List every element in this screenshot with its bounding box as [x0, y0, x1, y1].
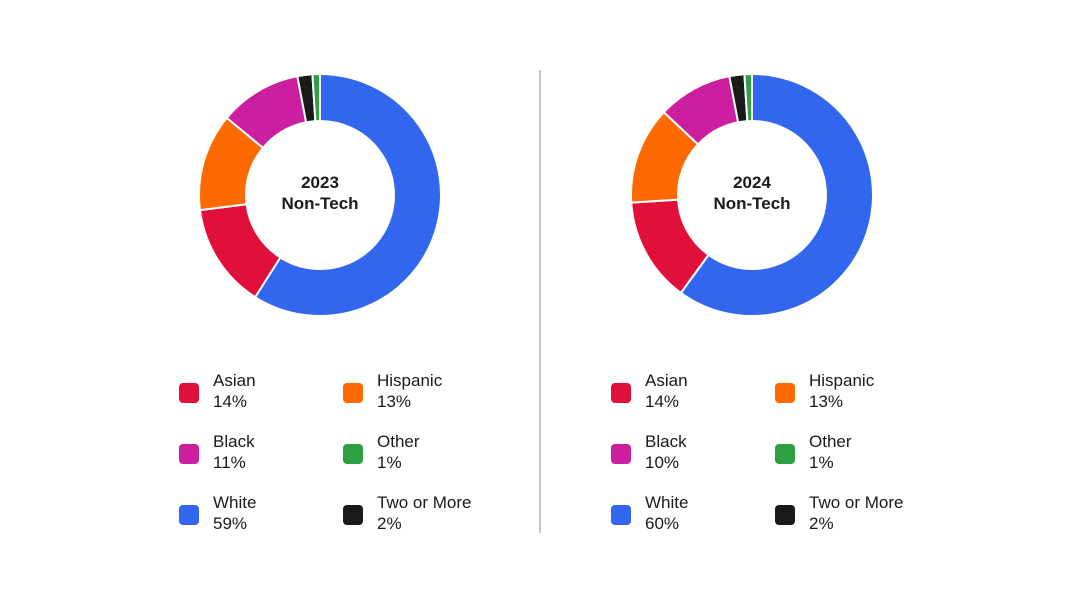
legend-label: Black [645, 432, 687, 451]
legend-label: Two or More [377, 493, 472, 512]
donut-svg-2023 [198, 72, 442, 317]
legend-item-two-or-more: Two or More 2% [775, 492, 935, 534]
legend-label: Two or More [809, 493, 904, 512]
donut-slice-other [743, 72, 753, 123]
legend-value: 59% [213, 514, 248, 533]
legend-item-hispanic: Hispanic 13% [775, 370, 935, 412]
legend-item-two-or-more: Two or More 2% [343, 492, 503, 534]
legend-swatch [775, 383, 795, 403]
donut-category: Non-Tech [281, 194, 359, 213]
legend-value: 14% [213, 392, 248, 411]
legend-value: 11% [213, 453, 246, 472]
legend-value: 2% [809, 514, 834, 533]
donut-year: 2023 [301, 173, 339, 192]
legend-value: 60% [645, 514, 680, 533]
legend-swatch [343, 505, 363, 525]
legend-value: 13% [809, 392, 844, 411]
legend-swatch [343, 383, 363, 403]
legend-label: Other [809, 432, 852, 451]
legend-swatch [179, 505, 199, 525]
legend-swatch [179, 444, 199, 464]
donut-category: Non-Tech [713, 194, 791, 213]
legend-item-other: Other 1% [343, 431, 503, 473]
legend-item-asian: Asian 14% [179, 370, 339, 412]
legend-value: 1% [377, 453, 402, 472]
legend-swatch [611, 444, 631, 464]
donut-slice-other [311, 72, 321, 123]
legend-item-hispanic: Hispanic 13% [343, 370, 503, 412]
legend-value: 10% [645, 453, 680, 472]
legend-swatch [179, 383, 199, 403]
legend-value: 13% [377, 392, 412, 411]
legend-label: Black [213, 432, 255, 451]
legend-item-white: White 59% [179, 492, 339, 534]
legend-swatch [775, 505, 795, 525]
legend-label: Hispanic [809, 371, 875, 390]
legend-label: Asian [213, 371, 256, 390]
legend-label: Asian [645, 371, 688, 390]
legend-value: 1% [809, 453, 834, 472]
donut-center-label-2023: 2023 Non-Tech [250, 172, 390, 214]
legend-label: Hispanic [377, 371, 443, 390]
donut-svg-2024 [630, 72, 874, 317]
legend-item-asian: Asian 14% [611, 370, 771, 412]
legend-label: Other [377, 432, 420, 451]
donut-slice-white [679, 72, 874, 317]
legend-item-other: Other 1% [775, 431, 935, 473]
donut-slice-white [253, 72, 442, 317]
legend-item-white: White 60% [611, 492, 771, 534]
legend-swatch [343, 444, 363, 464]
donut-year: 2024 [733, 173, 771, 192]
legend-swatch [775, 444, 795, 464]
legend-label: White [213, 493, 257, 512]
legend-swatch [611, 383, 631, 403]
donut-center-label-2024: 2024 Non-Tech [682, 172, 822, 214]
legend-swatch [611, 505, 631, 525]
panel-divider [539, 70, 541, 533]
legend-value: 14% [645, 392, 680, 411]
legend-value: 2% [377, 514, 402, 533]
legend-item-black: Black 10% [611, 431, 771, 473]
legend-label: White [645, 493, 689, 512]
legend-item-black: Black 11% [179, 431, 339, 473]
